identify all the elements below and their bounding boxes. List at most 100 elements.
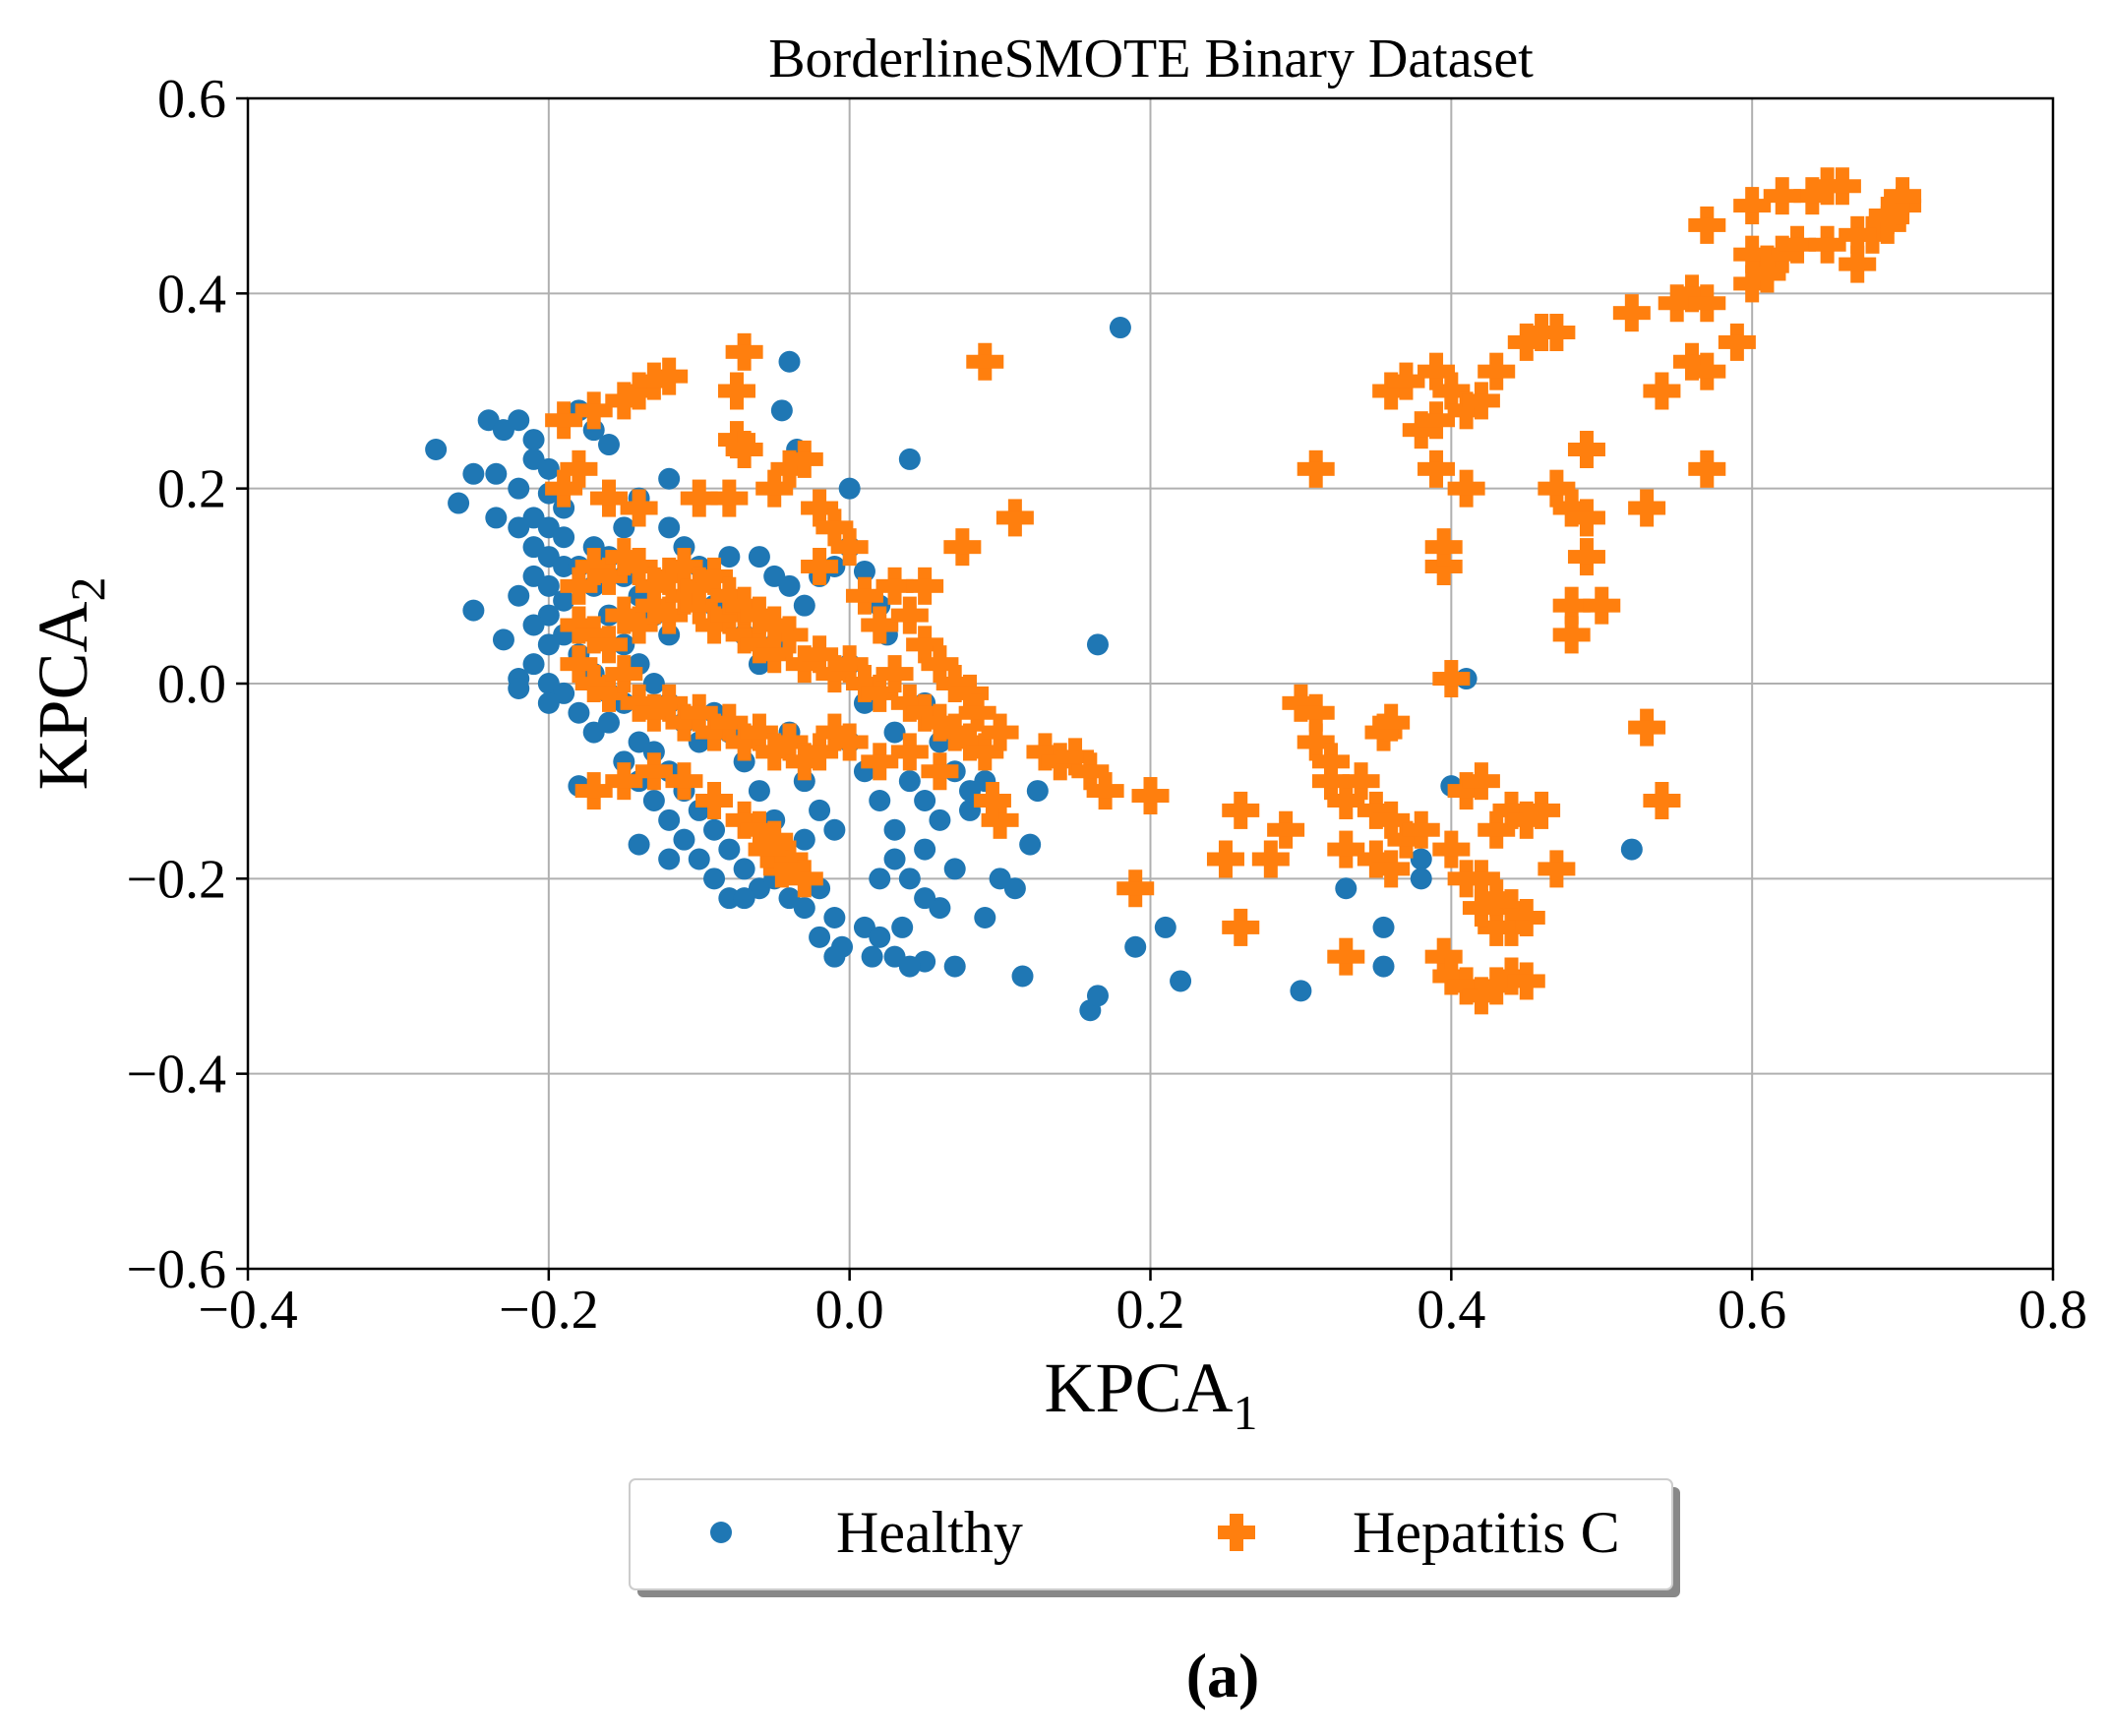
healthy-point (943, 858, 966, 880)
hepatitis-c-point (830, 723, 869, 761)
healthy-point (492, 629, 514, 651)
hepatitis-c-point (1327, 830, 1365, 868)
hepatitis-c-point (1779, 225, 1817, 264)
hepatitis-c-point (1462, 762, 1500, 801)
y-tick-label: 0.4 (157, 264, 226, 325)
hepatitis-c-point (1748, 255, 1786, 293)
hepatitis-c-point (620, 489, 658, 527)
hepatitis-c-point (845, 576, 883, 615)
healthy-point (673, 828, 695, 851)
healthy-point (793, 897, 815, 920)
healthy-point (703, 868, 726, 890)
x-axis-label: KPCA1 (1044, 1348, 1257, 1440)
healthy-point (943, 955, 966, 978)
healthy-point (1011, 965, 1034, 988)
hepatitis-c-point (1372, 850, 1411, 888)
healthy-point (537, 574, 560, 597)
healthy-point (598, 711, 620, 734)
hepatitis-c-point (1538, 314, 1576, 351)
hepatitis-c-point (1327, 937, 1365, 976)
hepatitis-c-point (1839, 245, 1877, 283)
hepatitis-c-point (1342, 762, 1380, 801)
y-tick-label: 0.6 (157, 69, 226, 130)
hepatitis-c-point (1688, 284, 1726, 323)
healthy-point (883, 721, 906, 744)
healthy-point (658, 808, 681, 831)
healthy-point (793, 828, 815, 851)
hepatitis-c-point (1116, 869, 1155, 908)
healthy-point (883, 848, 906, 870)
healthy-point (718, 838, 741, 861)
healthy-point (914, 790, 936, 811)
hepatitis-c-point (1567, 499, 1605, 537)
y-tick-label: 0.2 (157, 459, 226, 520)
x-tick-label: 0.8 (2019, 1280, 2087, 1341)
hepatitis-c-point (981, 713, 1019, 751)
healthy-point (553, 589, 575, 612)
legend-box (629, 1478, 1673, 1590)
hepatitis-c-point (710, 479, 749, 517)
y-tick-label: 0.0 (157, 654, 226, 715)
healthy-point (748, 546, 770, 569)
hepatitis-c-point (861, 606, 899, 644)
hepatitis-c-point (680, 479, 718, 517)
hepatitis-c-point (1552, 586, 1591, 625)
hepatitis-c-point (921, 752, 959, 791)
hepatitis-c-point (890, 596, 929, 634)
x-axis-ticks: −0.4 −0.2 0.0 0.2 0.4 0.6 0.8 (198, 1269, 2087, 1341)
healthy-point (613, 516, 635, 539)
healthy-point (1290, 980, 1312, 1002)
hepatitis-c-point (1251, 840, 1290, 878)
healthy-point (1335, 877, 1357, 900)
hepatitis-c-point (1763, 177, 1801, 215)
healthy-point (778, 574, 801, 597)
healthy-point (733, 887, 755, 910)
hepatitis-c-point (590, 479, 628, 517)
healthy-point (485, 462, 508, 485)
y-tick-label: −0.4 (126, 1045, 226, 1106)
hepatitis-c-point (830, 645, 869, 684)
healthy-point (642, 790, 665, 811)
y-tick-label: −0.6 (126, 1239, 226, 1300)
hepatitis-c-point (545, 469, 583, 508)
x-tick-label: 0.6 (1718, 1280, 1786, 1341)
healthy-point (898, 448, 921, 470)
hepatitis-c-point (1297, 693, 1335, 732)
healthy-point (537, 691, 560, 714)
legend-healthy-label: Healthy (836, 1500, 1023, 1565)
hepatitis-c-point (890, 733, 929, 771)
hepatitis-c-point (1222, 791, 1260, 829)
hepatitis-c-point (590, 626, 628, 664)
healthy-point (628, 833, 650, 856)
healthy-point (508, 516, 530, 539)
healthy-point (568, 701, 590, 724)
healthy-point (1372, 916, 1395, 938)
hepatitis-c-point (1567, 538, 1605, 576)
healthy-point (853, 560, 875, 582)
hepatitis-c-point (1131, 777, 1170, 815)
healthy-point (929, 808, 951, 831)
hepatitis-c-point (966, 733, 1004, 771)
hepatitis-c-point (943, 528, 982, 567)
hepatitis-c-point (966, 342, 1004, 381)
hepatitis-c-point (1478, 352, 1516, 390)
healthy-point (823, 907, 846, 928)
hepatitis-c-point (725, 431, 763, 468)
hepatitis-c-point (1628, 489, 1666, 527)
hepatitis-c-point (830, 528, 869, 567)
healthy-point (823, 818, 846, 841)
healthy-point (869, 868, 891, 890)
hepatitis-c-point (1222, 908, 1260, 946)
hepatitis-c-point (634, 752, 673, 791)
healthy-point (974, 907, 996, 928)
healthy-point (1124, 935, 1147, 958)
healthy-point (869, 790, 891, 811)
healthy-point (718, 887, 741, 910)
healthy-point (703, 818, 726, 841)
hepatitis-c-point (755, 606, 794, 644)
x-tick-label: −0.2 (499, 1280, 599, 1341)
healthy-point (898, 955, 921, 978)
hepatitis-c-point (785, 860, 823, 898)
hepatitis-c-point (906, 567, 944, 605)
